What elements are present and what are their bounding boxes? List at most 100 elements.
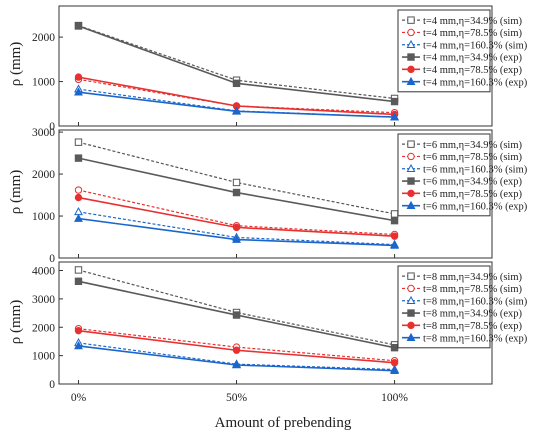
legend-label: t=8 mm,η=78.5% (exp) [423, 321, 522, 332]
data-point [74, 341, 83, 350]
legend-label: t=4 mm,η=78.5% (sim) [423, 28, 522, 39]
y-tick-label: 2000 [32, 32, 55, 44]
legend: t=6 mm,η=34.9% (sim)t=6 mm,η=78.5% (sim)… [397, 133, 528, 217]
legend-marker [407, 272, 415, 280]
data-point [232, 178, 241, 187]
y-tick-label: 0 [49, 379, 55, 391]
data-point [74, 22, 83, 30]
data-point [74, 87, 83, 96]
data-point [74, 154, 83, 162]
data-point [390, 112, 400, 121]
legend-marker [406, 76, 416, 85]
y-axis-title: ρ (mm) [8, 42, 24, 87]
legend-label: t=6 mm,η=78.5% (sim) [423, 152, 522, 163]
data-point [74, 138, 83, 146]
legend-marker [406, 163, 416, 173]
x-tick-label: 0% [71, 392, 87, 404]
data-point [74, 73, 83, 81]
data-point [74, 326, 83, 335]
legend-marker [406, 39, 416, 49]
legend-marker [407, 53, 415, 61]
legend-marker [406, 332, 416, 341]
legend-marker [407, 28, 415, 37]
data-point [390, 359, 399, 367]
legend-marker [407, 189, 415, 198]
y-tick-label: 1000 [32, 211, 55, 223]
series-line [78, 141, 395, 215]
x-tick-label: 100% [381, 392, 408, 404]
legend-marker [407, 65, 415, 74]
data-point [232, 188, 241, 197]
legend-label: t=8 mm,η=34.9% (exp) [423, 309, 522, 320]
data-point [74, 193, 83, 202]
legend-label: t=6 mm,η=160.3% (sim) [423, 164, 528, 175]
legend-label: t=6 mm,η=160.3% (exp) [423, 201, 528, 212]
data-point [390, 232, 399, 240]
data-point [232, 79, 241, 88]
y-tick-label: 1000 [32, 77, 55, 89]
data-point [232, 311, 241, 319]
legend-label: t=6 mm,η=78.5% (exp) [423, 189, 522, 200]
y-tick-label: 4000 [32, 266, 55, 278]
data-point [74, 266, 83, 274]
data-point [232, 234, 241, 243]
series-line [78, 25, 395, 103]
series-line [78, 269, 395, 346]
legend-marker [407, 16, 415, 24]
data-point [74, 186, 83, 194]
x-axis-title: Amount of prebending [215, 415, 352, 431]
legend-marker [407, 284, 415, 293]
data-point [390, 240, 400, 249]
data-point [390, 216, 399, 225]
data-point [74, 206, 83, 216]
legend-label: t=4 mm,η=160.3% (sim) [423, 40, 528, 51]
plot-frame [58, 5, 493, 127]
data-point [232, 223, 241, 232]
data-point [74, 277, 83, 285]
legend: t=4 mm,η=34.9% (sim)t=4 mm,η=78.5% (sim)… [397, 9, 528, 93]
legend-label: t=4 mm,η=34.9% (sim) [423, 16, 522, 27]
legend-marker [407, 177, 415, 185]
data-point [390, 97, 399, 106]
legend-marker [407, 140, 415, 148]
y-tick-label: 3000 [32, 294, 55, 306]
data-point [390, 343, 399, 352]
legend-label: t=6 mm,η=34.9% (exp) [423, 177, 522, 188]
legend-marker [407, 321, 415, 330]
legend-label: t=8 mm,η=160.3% (exp) [423, 333, 528, 344]
legend-marker [406, 295, 416, 305]
chart-panel-3: 0 1000 2000 3000 4000 0% 50% 100% t=8 mm,η=34.9%… [32, 261, 528, 404]
legend-marker [407, 309, 415, 317]
y-tick-label: 0 [49, 253, 55, 265]
legend-label: t=8 mm,η=160.3% (sim) [423, 296, 528, 307]
data-point [232, 106, 241, 115]
legend-label: t=4 mm,η=160.3% (exp) [423, 77, 528, 88]
plot-frame [58, 261, 493, 385]
data-point [232, 346, 241, 354]
legend: t=8 mm,η=34.9% (sim)t=8 mm,η=78.5% (sim)… [397, 265, 528, 349]
legend-marker [406, 200, 416, 209]
legend-label: t=4 mm,η=78.5% (exp) [423, 65, 522, 76]
y-tick-label: 0 [49, 121, 55, 133]
legend-label: t=4 mm,η=34.9% (exp) [423, 53, 522, 64]
y-axis-title: ρ (mm) [8, 300, 24, 345]
data-point [390, 210, 399, 218]
y-axis-title: ρ (mm) [8, 170, 24, 215]
legend-label: t=6 mm,η=34.9% (sim) [423, 140, 522, 151]
data-point [390, 365, 400, 374]
y-tick-label: 2000 [32, 169, 55, 181]
plot-frame [58, 129, 493, 259]
data-point [74, 213, 83, 222]
y-tick-label: 2000 [32, 322, 55, 334]
y-tick-label: 1000 [32, 351, 55, 363]
y-tick-label: 3000 [32, 127, 55, 139]
series-line [78, 24, 395, 100]
legend-label: t=8 mm,η=34.9% (sim) [423, 272, 522, 283]
x-tick-label: 50% [226, 392, 248, 404]
legend-marker [407, 152, 415, 161]
legend-label: t=8 mm,η=78.5% (sim) [423, 284, 522, 295]
